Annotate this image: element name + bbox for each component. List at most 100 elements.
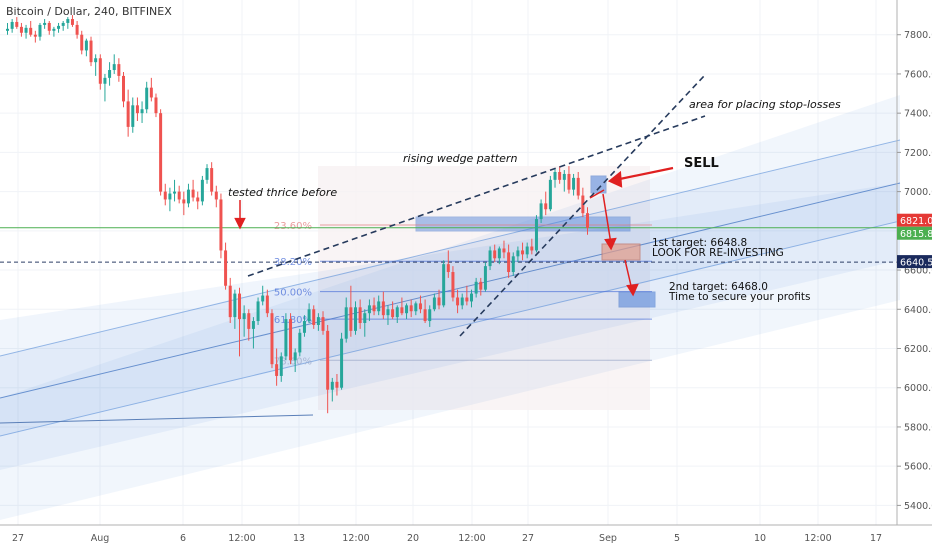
candle-body <box>103 77 107 84</box>
candle-body <box>15 21 19 27</box>
channel-inner-band <box>0 183 900 436</box>
candle-body <box>19 26 23 33</box>
time-axis[interactable]: 27 Aug 6 12:00 13 12:00 20 12:00 27 Sep 5 10 12:00 17 <box>0 524 932 544</box>
candlesticks <box>6 15 589 414</box>
candle-body <box>80 34 84 51</box>
candle-body <box>307 309 311 322</box>
price-tick-label: 7000.0 <box>904 187 932 198</box>
price-tick-label: 7200.0 <box>904 148 932 159</box>
price-label-box <box>897 226 932 240</box>
rising-wedge <box>247 75 706 337</box>
candle-body <box>200 179 204 202</box>
candle-body <box>275 364 279 376</box>
candle-body <box>6 28 9 31</box>
price-tick-label: 7400.0 <box>904 109 932 120</box>
candle-body <box>544 203 548 210</box>
candle-body <box>442 264 446 306</box>
candle-body <box>108 70 112 78</box>
candle-body <box>270 313 274 365</box>
candle-body <box>196 197 200 202</box>
annotation-wedge: rising wedge pattern <box>403 152 517 165</box>
candle-body <box>470 293 473 302</box>
candle-body <box>321 317 325 331</box>
time-tick-label: 6 <box>180 533 186 544</box>
candle-body <box>210 168 214 192</box>
candle-body <box>205 168 209 180</box>
price-axis[interactable]: 5400.0 5600.0 5800.0 6000.0 6200.0 6400.0 6600… <box>896 0 932 525</box>
time-tick-label: Sep <box>599 533 617 544</box>
candle-body <box>479 281 483 290</box>
candle-body <box>75 24 79 35</box>
candle-body <box>242 313 246 320</box>
annotations: tested thrice before rising wedge patter… <box>228 98 841 303</box>
candle-body <box>84 40 88 51</box>
time-tick-label: 5 <box>674 533 680 544</box>
candle-body <box>186 189 190 204</box>
candle-body <box>57 25 61 29</box>
price-label-text: 6640.5 <box>900 258 932 269</box>
candle-body <box>456 297 460 306</box>
candle-body <box>409 305 413 312</box>
candle-body <box>316 317 320 325</box>
candle-body <box>247 313 251 329</box>
candle-body <box>140 109 144 114</box>
candle-body <box>418 303 422 310</box>
candle-body <box>149 87 153 98</box>
price-tick-label: 6600.0 <box>904 266 932 277</box>
candle-body <box>89 40 93 63</box>
candle-body <box>391 309 395 318</box>
price-tick-label: 7600.0 <box>904 69 932 80</box>
candle-body <box>363 313 367 324</box>
candle-body <box>251 321 255 329</box>
candle-body <box>516 250 520 257</box>
time-axis-ticks: 27 Aug 6 12:00 13 12:00 20 12:00 27 Sep 5 10 12:00 17 <box>12 533 882 544</box>
candle-body <box>302 321 306 333</box>
candle-body <box>525 246 529 255</box>
candle-body <box>465 297 469 302</box>
second-target-zone <box>618 291 656 308</box>
price-label-text: 6821.0 <box>900 216 932 227</box>
candle-body <box>497 248 501 259</box>
candle-body <box>576 177 580 196</box>
candle-body <box>224 250 228 286</box>
candle-body <box>372 305 376 312</box>
price-tick-label: 6000.0 <box>904 383 932 394</box>
candle-body <box>265 295 269 314</box>
candle-body <box>261 295 265 302</box>
candle-body <box>493 250 497 259</box>
candle-body <box>29 27 33 35</box>
price-tick-label: 5400.0 <box>904 501 932 512</box>
annotation-second-target-note: Time to secure your profits <box>668 291 810 303</box>
candle-body <box>349 307 353 331</box>
annotation-first-target: 1st target: 6648.8 <box>652 237 747 249</box>
candle-body <box>61 22 65 26</box>
time-tick-label: 12:00 <box>458 533 485 544</box>
candle-body <box>98 58 102 84</box>
time-tick-label: 27 <box>522 533 534 544</box>
annotation-second-target: 2nd target: 6468.0 <box>669 281 768 293</box>
candle-body <box>562 173 566 180</box>
time-tick-label: 13 <box>293 533 305 544</box>
candle-body <box>298 332 302 353</box>
candle-body <box>381 301 385 316</box>
candle-body <box>117 64 121 76</box>
candle-body <box>437 297 441 306</box>
annotation-first-target-note: LOOK FOR RE-INVESTING <box>652 247 784 259</box>
annotation-tested: tested thrice before <box>228 186 337 199</box>
candle-body <box>131 105 135 127</box>
candle-body <box>163 191 167 200</box>
regression-channel <box>0 95 901 520</box>
annotation-stop-loss: area for placing stop-losses <box>689 98 841 111</box>
candle-body <box>94 58 98 63</box>
candle-body <box>122 75 125 102</box>
candle-body <box>145 87 149 110</box>
candle-body <box>586 213 589 228</box>
candle-body <box>312 309 316 325</box>
candle-body <box>414 303 418 312</box>
channel-outer-band <box>0 95 900 520</box>
price-axis-labels: 6821.0 6815.8 6640.5 <box>897 213 932 269</box>
candle-body <box>38 24 42 37</box>
time-tick-label: 20 <box>407 533 419 544</box>
